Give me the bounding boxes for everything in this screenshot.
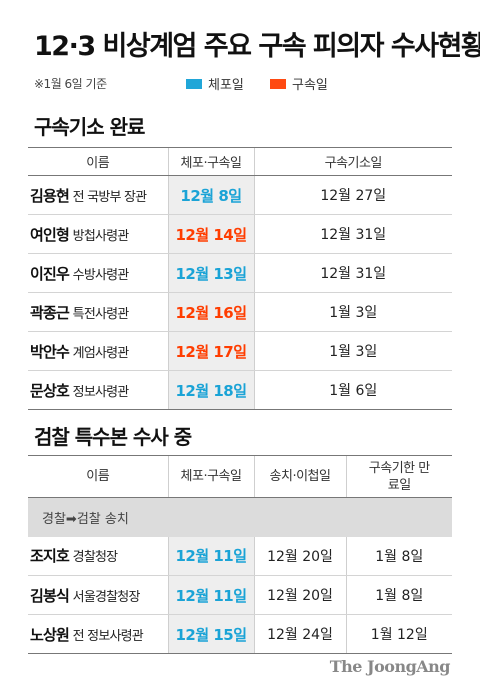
section-title-indicted: 구속기소 완료 [34,115,145,139]
suspect-name: 곽종근 [30,303,70,322]
transfer-date-cell: 12월 20일 [253,536,346,576]
transfer-date-cell: 12월 20일 [253,575,346,615]
indicted-date-cell: 1월 3일 [253,292,452,332]
indicted-date-cell: 1월 6일 [253,370,452,410]
indicted-date-cell: 12월 31일 [253,214,452,254]
table-row: 조지호 경찰청장 12월 11일 12월 20일 1월 8일 [28,536,452,576]
suspect-name: 여인형 [30,225,70,244]
suspect-cell: 김봉식 서울경찰청장 [28,575,168,615]
red-swatch-icon [270,78,286,89]
col-header-arrest-date: 체포·구속일 [167,147,254,176]
legend: ※1월 6일 기준 체포일 구속일 [34,72,454,93]
suspect-name: 김봉식 [30,586,70,605]
suspect-name: 김용현 [30,186,70,205]
arrest-date-cell: 12월 11일 [167,536,254,576]
suspect-cell: 조지호 경찰청장 [28,536,168,576]
legend-label-detention: 구속일 [292,78,328,93]
expiry-date-cell: 1월 12일 [345,614,452,654]
arrest-date-cell: 12월 11일 [167,575,254,615]
investigation-table: 이름 체포·구속일 송치·이첩일 구속기한 만료일 경찰➡검찰 송치 조지호 경… [28,455,452,654]
blue-swatch-icon [186,78,202,89]
suspect-role: 방첩사령관 [72,228,130,244]
arrest-date-cell: 12월 13일 [167,253,254,293]
suspect-cell: 여인형 방첩사령관 [28,214,168,254]
legend-item-detention: 구속일 [270,74,328,93]
detention-date-cell: 12월 14일 [167,214,254,254]
suspect-cell: 곽종근 특전사령관 [28,292,168,332]
col-header-transfer-date: 송치·이첩일 [253,455,346,498]
table-row: 곽종근 특전사령관 12월 16일 1월 3일 [28,292,452,332]
arrest-date-cell: 12월 8일 [167,175,254,215]
table-row: 이진우 수방사령관 12월 13일 12월 31일 [28,253,452,293]
col-header-expiry-date: 구속기한 만료일 [345,455,452,498]
table-row: 문상호 정보사령관 12월 18일 1월 6일 [28,370,452,410]
table-row: 김봉식 서울경찰청장 12월 11일 12월 20일 1월 8일 [28,575,452,615]
suspect-role: 경찰청장 [72,550,118,566]
col-header-arrest-date: 체포·구속일 [167,455,254,498]
suspect-cell: 박안수 계엄사령관 [28,331,168,371]
suspect-role: 정보사령관 [72,384,130,400]
suspect-role: 계엄사령관 [72,345,130,361]
suspect-cell: 김용현 전 국방부 장관 [28,175,168,215]
table-row: 여인형 방첩사령관 12월 14일 12월 31일 [28,214,452,254]
col-header-indicted-date: 구속기소일 [253,147,452,176]
col-header-name: 이름 [28,455,168,498]
suspect-role: 전 국방부 장관 [72,189,147,205]
suspect-name: 조지호 [30,547,70,566]
section-title-investigation: 검찰 특수본 수사 중 [34,425,192,449]
suspect-role: 서울경찰청장 [72,589,141,605]
suspect-cell: 이진우 수방사령관 [28,253,168,293]
arrest-date-cell: 12월 18일 [167,370,254,410]
publisher-logo: The JoongAng [329,657,451,676]
suspect-role: 수방사령관 [72,267,130,283]
suspect-cell: 노상원 전 정보사령관 [28,614,168,654]
indicted-table: 이름 체포·구속일 구속기소일 김용현 전 국방부 장관 12월 8일 12월 … [28,147,452,410]
detention-date-cell: 12월 16일 [167,292,254,332]
suspect-role: 전 정보사령관 [72,628,144,644]
indicted-date-cell: 12월 27일 [253,175,452,215]
indicted-date-cell: 12월 31일 [253,253,452,293]
table-row: 김용현 전 국방부 장관 12월 8일 12월 27일 [28,175,452,215]
group-row: 경찰➡검찰 송치 [28,497,452,537]
suspect-name: 이진우 [30,264,70,283]
reference-date-note: ※1월 6일 기준 [34,77,107,91]
page-title: 12·3 비상계엄 주요 구속 피의자 수사현황 [34,31,480,62]
suspect-name: 노상원 [30,625,70,644]
legend-label-arrest: 체포일 [208,78,244,93]
expiry-date-cell: 1월 8일 [345,575,452,615]
suspect-cell: 문상호 정보사령관 [28,370,168,410]
table-row: 노상원 전 정보사령관 12월 15일 12월 24일 1월 12일 [28,614,452,654]
table-row: 박안수 계엄사령관 12월 17일 1월 3일 [28,331,452,371]
group-label: 경찰➡검찰 송치 [28,497,452,537]
expiry-date-cell: 1월 8일 [345,536,452,576]
suspect-name: 문상호 [30,381,70,400]
detention-date-cell: 12월 17일 [167,331,254,371]
arrest-date-cell: 12월 15일 [167,614,254,654]
col-header-name: 이름 [28,147,168,176]
suspect-role: 특전사령관 [72,306,130,322]
indicted-date-cell: 1월 3일 [253,331,452,371]
legend-item-arrest: 체포일 [186,74,244,93]
transfer-date-cell: 12월 24일 [253,614,346,654]
suspect-name: 박안수 [30,342,70,361]
